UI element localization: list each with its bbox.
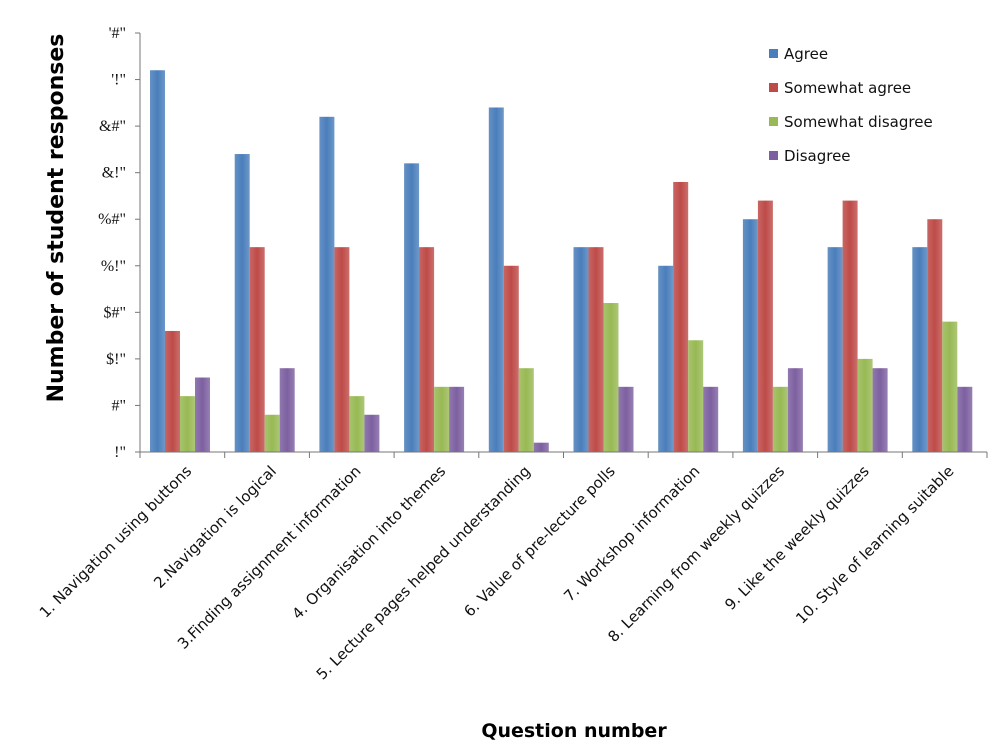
bar-somewhat-agree: [165, 330, 180, 452]
y-axis-title: Number of student responses: [44, 34, 69, 403]
legend-swatch: [769, 117, 778, 126]
y-tick-label: !": [114, 444, 126, 461]
y-tick-label: $#": [103, 304, 126, 321]
bar-disagree: [279, 368, 295, 452]
y-tick-label: %!": [101, 258, 126, 275]
bar-somewhat-disagree: [688, 340, 704, 452]
x-axis-ticks: 1. Navigation using buttons2.Navigation …: [36, 452, 988, 683]
x-axis-title: Question number: [481, 720, 667, 742]
bar-agree: [150, 70, 165, 452]
bar-somewhat-disagree: [434, 386, 450, 452]
bar-somewhat-disagree: [180, 396, 195, 452]
bar-agree: [573, 247, 589, 452]
bar-agree: [404, 163, 420, 452]
legend-label: Agree: [784, 45, 828, 63]
bars-group: [150, 70, 973, 453]
bar-agree: [912, 247, 928, 452]
x-tick-label: 3.Finding assignment information: [174, 462, 365, 653]
legend-swatch: [769, 151, 778, 160]
y-tick-label: '#": [109, 25, 126, 42]
bar-disagree: [449, 386, 465, 452]
legend-label: Somewhat disagree: [784, 113, 933, 131]
legend-label: Somewhat agree: [784, 79, 911, 97]
bar-somewhat-agree: [673, 181, 689, 452]
bar-somewhat-disagree: [857, 358, 873, 452]
bar-somewhat-disagree: [603, 303, 619, 452]
bar-disagree: [533, 442, 549, 452]
x-tick-label: 1. Navigation using buttons: [36, 462, 195, 621]
bar-somewhat-agree: [757, 200, 773, 452]
x-tick-label: 8. Learning from weekly quizzes: [604, 462, 788, 646]
bar-somewhat-agree: [334, 247, 350, 452]
legend-swatch: [769, 49, 778, 58]
bar-somewhat-disagree: [942, 321, 958, 452]
bar-agree: [658, 265, 674, 452]
bar-agree: [234, 154, 250, 453]
bar-disagree: [195, 377, 210, 452]
x-tick-label: 10. Style of learning suitable: [792, 462, 957, 627]
bar-somewhat-agree: [588, 247, 604, 452]
y-axis-ticks: !" #" $!" $#" %!" %#" &!" &#" '!" '#": [98, 25, 140, 461]
bar-somewhat-agree: [842, 200, 858, 452]
x-tick-label: 4. Organisation into themes: [288, 462, 449, 623]
bar-somewhat-disagree: [518, 368, 534, 452]
bar-disagree: [703, 386, 719, 452]
legend: Agree Somewhat agree Somewhat disagree Disa…: [769, 45, 933, 165]
legend-label: Disagree: [784, 147, 851, 165]
x-tick-label: 7. Workshop information: [560, 462, 703, 605]
bar-agree: [488, 107, 504, 452]
bar-disagree: [872, 368, 888, 452]
y-tick-label: #": [111, 397, 126, 414]
bar-somewhat-agree: [249, 247, 265, 452]
bar-agree: [319, 116, 335, 453]
bar-disagree: [957, 386, 973, 452]
y-tick-label: '!": [111, 72, 126, 89]
bar-somewhat-disagree: [264, 414, 280, 452]
x-tick-label: 6. Value of pre-lecture polls: [460, 462, 619, 621]
bar-somewhat-disagree: [772, 386, 788, 452]
legend-swatch: [769, 83, 778, 92]
bar-disagree: [787, 368, 803, 452]
y-tick-label: &#": [99, 118, 126, 135]
bar-agree: [827, 247, 843, 452]
bar-somewhat-disagree: [349, 396, 365, 452]
bar-somewhat-agree: [927, 219, 943, 452]
bar-agree: [742, 219, 758, 452]
y-tick-label: $!": [106, 351, 126, 368]
bar-somewhat-agree: [419, 247, 435, 452]
x-tick-label: 9. Like the weekly quizzes: [721, 462, 873, 614]
bar-somewhat-agree: [503, 265, 519, 452]
bar-disagree: [618, 386, 634, 452]
y-tick-label: %#": [98, 211, 126, 228]
y-tick-label: &!": [102, 165, 126, 182]
bar-disagree: [364, 414, 380, 452]
